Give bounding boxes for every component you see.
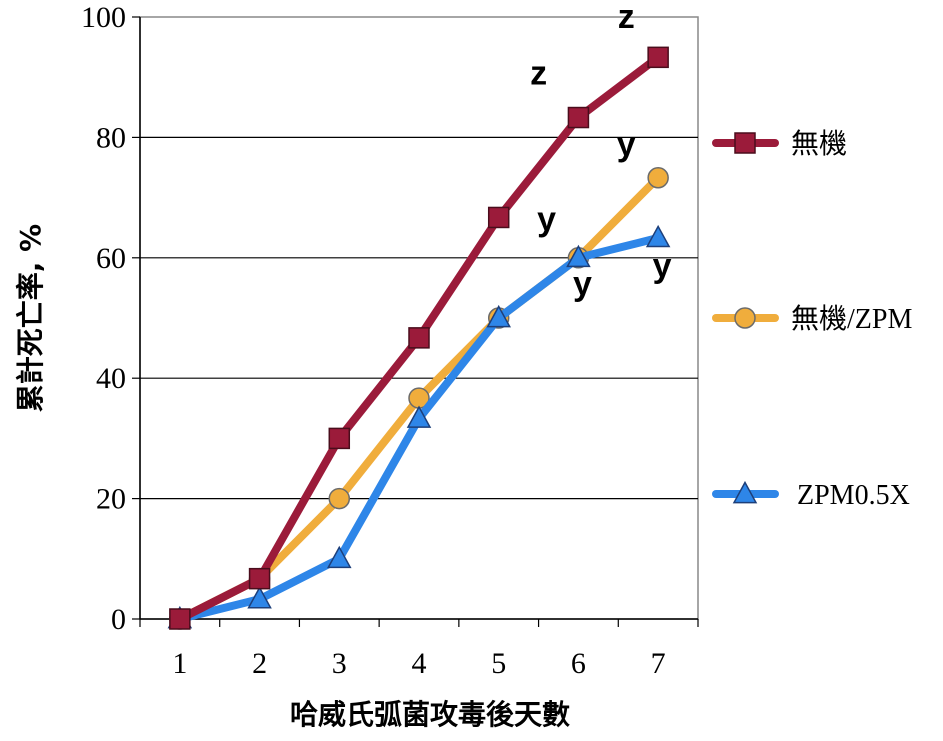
data-point-circle xyxy=(734,307,756,329)
data-point-square xyxy=(567,106,590,129)
y-tick-label: 20 xyxy=(96,483,126,516)
y-tick-label: 60 xyxy=(96,242,126,275)
data-point-triangle xyxy=(247,586,272,609)
annotation-label: y xyxy=(617,125,636,163)
annotation-label: y xyxy=(573,265,592,303)
y-tick-label: 80 xyxy=(96,121,126,154)
y-tick-labels: 0 20 40 60 80 100 xyxy=(81,1,126,636)
data-point-triangle xyxy=(645,224,671,248)
annotation-label: z xyxy=(618,0,635,36)
x-tick-label: 6 xyxy=(571,647,586,680)
data-point-square xyxy=(647,46,669,69)
data-point-triangle xyxy=(327,545,352,569)
data-point-circle xyxy=(647,166,669,189)
legend-item-3: ZPM0.5X xyxy=(712,480,910,511)
legend-label: 無機/ZPM xyxy=(791,303,912,335)
x-tick-label: 5 xyxy=(491,647,506,680)
data-point-square xyxy=(169,608,191,630)
data-point-square xyxy=(408,327,430,349)
x-axis-title: 哈威氏弧菌攻毒後天數 xyxy=(290,698,570,731)
data-point-triangle xyxy=(406,405,432,428)
annotation-label: y xyxy=(537,201,556,239)
data-point-square xyxy=(734,132,756,154)
series-1 xyxy=(169,46,669,630)
legend-label: ZPM0.5X xyxy=(797,480,910,511)
series-layer xyxy=(167,46,671,630)
x-tick-label: 1 xyxy=(172,647,187,680)
axes xyxy=(139,17,699,627)
legend-item-1: 無機 xyxy=(712,128,847,160)
data-point-square xyxy=(487,206,510,229)
data-point-triangle xyxy=(566,244,591,268)
legend-label: 無機 xyxy=(791,128,847,160)
x-tick-label: 2 xyxy=(252,647,267,680)
data-point-triangle xyxy=(732,480,758,504)
y-tick-label: 0 xyxy=(111,603,126,636)
annotation-label: z xyxy=(530,54,547,92)
data-point-square xyxy=(248,567,271,590)
x-tick-label: 7 xyxy=(651,647,666,680)
data-point-square xyxy=(328,427,351,450)
data-point-triangle xyxy=(486,304,511,328)
y-axis-title: 累計死亡率, % xyxy=(14,224,47,412)
x-tick-labels: 1 2 3 4 5 6 7 xyxy=(172,647,665,680)
data-point-circle xyxy=(328,487,351,510)
plot-area xyxy=(139,16,699,620)
y-tick-label: 100 xyxy=(81,1,126,34)
annotation-label: y xyxy=(653,247,672,285)
x-tick-label: 4 xyxy=(412,647,427,680)
x-tick-label: 3 xyxy=(332,647,347,680)
gridlines xyxy=(132,16,698,620)
legend-item-2: 無機/ZPM xyxy=(712,303,912,335)
y-tick-label: 40 xyxy=(96,362,126,395)
